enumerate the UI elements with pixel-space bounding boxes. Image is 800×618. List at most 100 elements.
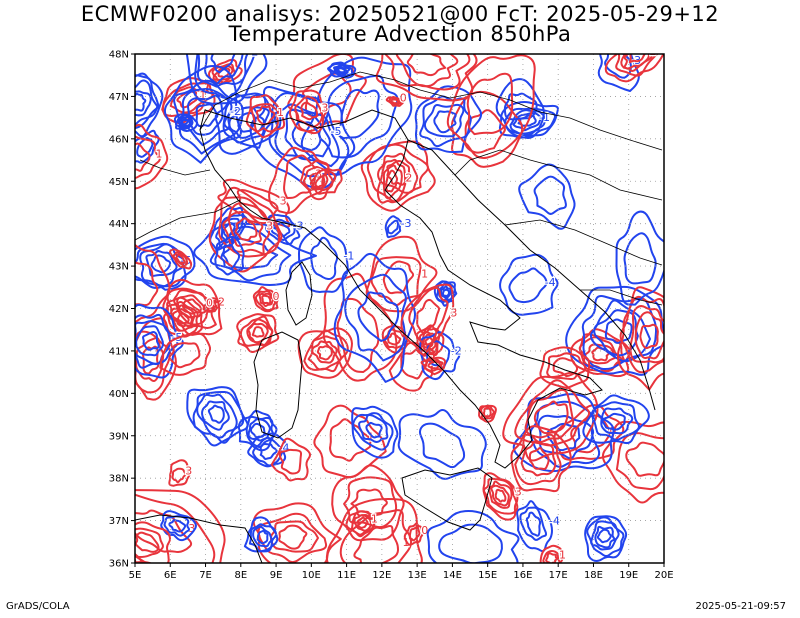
- cold-advection-contour: [196, 393, 238, 439]
- warm-advection-contour: [584, 343, 617, 365]
- cold-advection-contour: [135, 235, 196, 289]
- warm-advection-contour: [552, 357, 579, 378]
- warm-advection-contour: [623, 54, 650, 70]
- cold-advection-contour: [173, 79, 244, 155]
- warm-advection-contour: [159, 332, 212, 376]
- cold-advection-contour: [418, 422, 466, 469]
- cold-advection-contour: [414, 85, 483, 154]
- cold-advection-contour: [504, 107, 557, 139]
- warm-advection-contour: [250, 103, 280, 133]
- lat-tick-label: 38N: [109, 474, 129, 485]
- italy-coastline: [199, 109, 603, 469]
- warm-advection-contour: [480, 405, 495, 421]
- warm-advection-contour: [297, 327, 353, 379]
- cold-advection-contour: [384, 215, 402, 239]
- warm-advection-contour: [162, 77, 216, 125]
- warm-advection-contour: [628, 54, 646, 64]
- cold-advection-contour: [352, 412, 394, 451]
- warm-advection-contour: [578, 336, 624, 373]
- contour-label: 1: [421, 267, 428, 280]
- contour-label: 3: [185, 464, 192, 477]
- warm-advection-contour: [514, 379, 591, 447]
- lat-tick-label: 41N: [109, 346, 129, 357]
- warm-advection-contour: [257, 512, 328, 563]
- warm-advection-contour: [251, 326, 265, 338]
- warm-advection-contour: [385, 169, 399, 193]
- africa-coastline: [135, 514, 263, 563]
- warm-advection-contour: [343, 476, 398, 529]
- warm-advection-contour: [176, 90, 199, 109]
- cold-advection-contour: [252, 525, 273, 548]
- contour-label: 1: [371, 513, 378, 526]
- lon-tick-label: 15E: [478, 570, 497, 581]
- warm-advection-contour: [502, 371, 599, 462]
- cold-advection-contour: [201, 400, 230, 431]
- cold-advection-contour: [518, 163, 576, 230]
- warm-advection-contour: [168, 459, 191, 487]
- lon-tick-label: 19E: [619, 570, 638, 581]
- warm-advection-contour: [528, 447, 550, 471]
- cold-advection-contour: [508, 267, 548, 304]
- contour-label: 2: [650, 45, 657, 58]
- warm-advection-contour: [615, 432, 664, 491]
- cold-advection-contour: [270, 218, 296, 241]
- warm-advection-contour: [258, 292, 275, 308]
- contour-label: -4: [545, 276, 556, 289]
- cold-advection-contour: [135, 303, 184, 379]
- lat-lon-grid: [135, 54, 664, 563]
- cold-advection-contour: [333, 253, 417, 383]
- cold-advection-contour: [397, 408, 487, 480]
- contour-label: -3: [401, 217, 412, 230]
- warm-advection-contour: [466, 72, 514, 136]
- warm-advection-contour: [311, 340, 338, 364]
- cold-advection-contour: [386, 219, 399, 235]
- warm-advection-contour: [169, 248, 193, 270]
- cold-advection-contour: [247, 418, 271, 442]
- contour-label: 3: [188, 522, 195, 535]
- contour-label: 1: [367, 430, 374, 443]
- contour-label: 1: [277, 106, 284, 119]
- warm-advection-contour: [288, 89, 329, 135]
- warm-advection-contour: [227, 210, 264, 247]
- cold-advection-contour: [209, 225, 292, 282]
- contour-label: 3: [266, 220, 273, 233]
- warm-advection-contour: [570, 414, 612, 454]
- cold-advection-contour: [186, 386, 249, 447]
- cold-advection-contour: [336, 67, 346, 74]
- lon-tick-label: 17E: [549, 570, 568, 581]
- cold-advection-contour: [512, 393, 615, 473]
- warm-advection-contour: [604, 54, 664, 83]
- cold-advection-contour: [503, 92, 538, 121]
- warm-advection-contour: [542, 550, 561, 563]
- warm-advection-contour: [218, 196, 281, 258]
- cold-advection-contour: [615, 210, 664, 306]
- cold-advection-contour: [357, 291, 400, 342]
- contour-label: -4: [549, 515, 560, 528]
- cold-advection-contour: [310, 236, 339, 281]
- lat-tick-label: 47N: [109, 92, 129, 103]
- cold-advection-contour: [259, 443, 278, 460]
- cold-advection-contour: [204, 54, 244, 85]
- cold-advection-contour: [150, 254, 172, 274]
- warm-advection-contour: [639, 323, 659, 350]
- cold-advection-contour: [210, 54, 236, 74]
- warm-advection-contour: [386, 332, 402, 346]
- cold-advection-contour: [135, 74, 160, 130]
- cold-advection-contour: [594, 525, 616, 549]
- cold-advection-contour: [358, 413, 389, 443]
- contour-label: 1: [403, 536, 410, 549]
- warm-advection-contour: [406, 54, 447, 77]
- warm-advection-contour: [217, 178, 291, 228]
- warm-advection-contour: [520, 440, 557, 477]
- warm-advection-contour: [490, 484, 510, 507]
- warm-advection-contour: [135, 531, 160, 553]
- warm-advection-contour: [451, 90, 524, 168]
- contour-label: 2: [218, 295, 225, 308]
- lat-tick-label: 44N: [109, 219, 129, 230]
- cold-advection-contour: [163, 64, 242, 164]
- footer-timestamp: 2025-05-21-09:57: [695, 601, 786, 612]
- warm-advection-contour: [353, 524, 400, 563]
- contour-label: 0: [400, 91, 407, 104]
- warm-advection-contour: [488, 480, 513, 509]
- warm-advection-contour: [356, 516, 369, 529]
